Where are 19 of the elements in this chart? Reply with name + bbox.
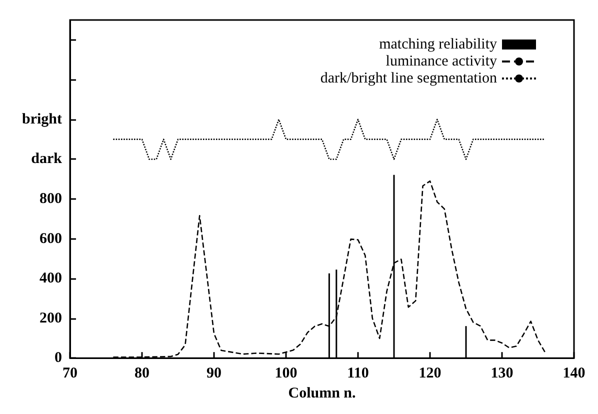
y-tick-label: 0 xyxy=(54,350,62,366)
x-tick-label: 90 xyxy=(206,366,222,382)
x-tick-label: 120 xyxy=(418,366,442,382)
x-tick-label: 140 xyxy=(562,366,586,382)
legend-label: dark/bright line segmentation xyxy=(320,70,498,86)
y-tick-label: 200 xyxy=(40,310,62,326)
x-axis-title: Column n. xyxy=(288,386,356,402)
y-tick-label: bright xyxy=(22,111,62,128)
legend-label: luminance activity xyxy=(386,54,498,70)
x-tick-label: 70 xyxy=(62,366,78,382)
legend-label: matching reliability xyxy=(379,36,498,52)
y-tick-label: dark xyxy=(31,151,63,168)
y-tick-label: 800 xyxy=(40,190,62,207)
y-tick-label: 600 xyxy=(40,230,62,247)
x-tick-label: 80 xyxy=(134,366,150,382)
x-tick-label: 110 xyxy=(347,366,369,382)
y-tick-label: 400 xyxy=(40,270,62,287)
x-tick-label: 130 xyxy=(490,366,514,382)
x-tick-label: 100 xyxy=(274,366,298,382)
